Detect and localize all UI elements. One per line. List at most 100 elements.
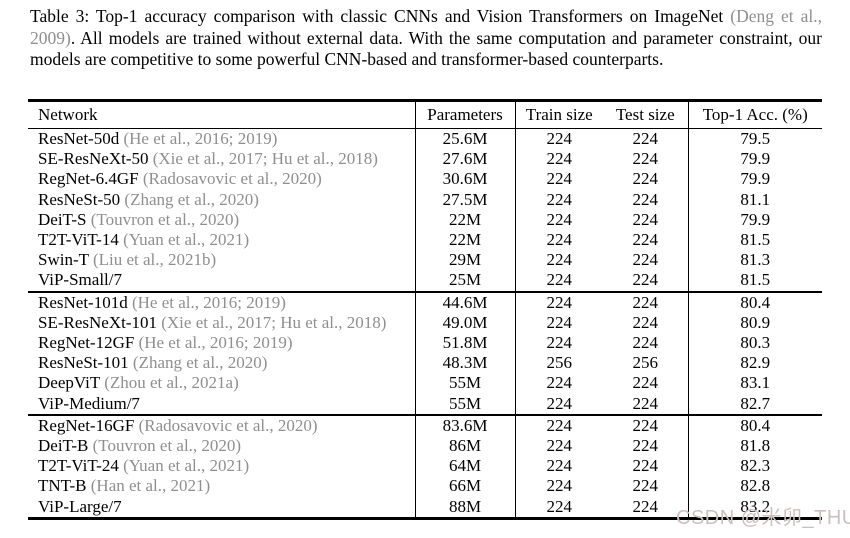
test-size-cell: 256: [603, 353, 689, 374]
parameters-cell: 25.6M: [415, 128, 516, 150]
network-citation: (Xie et al., 2017; Hu et al., 2018): [161, 312, 387, 332]
table-row: T2T-ViT-14 (Yuan et al., 2021) 22M 224 224 8…: [28, 230, 822, 251]
top1-acc-cell: 83.1: [740, 373, 771, 393]
test-size-cell: 224: [603, 333, 689, 354]
network-name: DeepViT: [38, 373, 100, 393]
table-header-row: Network Parameters Train size Test size …: [28, 100, 822, 129]
network-cell: RegNet-16GF (Radosavovic et al., 2020): [28, 414, 416, 437]
network-cell: Swin-T (Liu et al., 2021b): [28, 250, 416, 271]
parameters-cell: 49.0M: [415, 312, 516, 334]
parameters-cell: 66M: [415, 476, 516, 497]
network-citation: (Xie et al., 2017; Hu et al., 2018): [152, 149, 378, 169]
top1-acc-cell: 80.4: [740, 292, 771, 312]
test-size-cell: 224: [603, 312, 689, 334]
network-citation: (Han et al., 2021): [90, 476, 211, 496]
caption-lead: Table 3: Top-1 accuracy comparison with …: [30, 6, 731, 26]
parameters-cell: 27.6M: [415, 149, 516, 170]
train-size-cell: 224: [546, 230, 573, 250]
network-name: T2T-ViT-24: [38, 456, 119, 476]
network-cell: ResNeSt-101 (Zhang et al., 2020): [28, 353, 416, 374]
test-size-cell: 224: [603, 393, 689, 415]
train-size-cell: 224: [546, 456, 573, 476]
top1-acc-cell: 79.9: [740, 209, 771, 229]
parameters-cell: 55M: [415, 373, 516, 394]
train-size-cell: 224: [546, 129, 573, 148]
table-row: DeepViT (Zhou et al., 2021a) 55M 224 224 83.…: [28, 373, 822, 394]
train-size-cell: 224: [546, 270, 573, 290]
train-size-cell: 224: [546, 415, 573, 435]
network-citation: (Liu et al., 2021b): [92, 250, 217, 270]
test-size-cell: 224: [603, 270, 689, 292]
network-citation: (Touvron et al., 2020): [92, 436, 242, 456]
train-size-cell: 224: [546, 476, 573, 496]
network-cell: SE-ResNeXt-101 (Xie et al., 2017; Hu et …: [28, 312, 416, 334]
train-size-cell: 224: [546, 149, 573, 169]
top1-acc-cell: 79.9: [740, 169, 771, 189]
top1-acc-cell: 81.1: [740, 189, 771, 209]
table-row: ResNeSt-101 (Zhang et al., 2020) 48.3M 256…: [28, 353, 822, 374]
network-name: DeiT-S: [38, 209, 87, 229]
parameters-cell: 88M: [415, 496, 516, 519]
table-section-1: ResNet-50d (He et al., 2016; 2019) 25.6M 2…: [28, 128, 822, 292]
table-row: TNT-B (Han et al., 2021) 66M 224 224 82.8: [28, 476, 822, 497]
results-table: Network Parameters Train size Test size …: [28, 99, 822, 520]
test-size-cell: 224: [603, 414, 689, 437]
network-cell: DeiT-B (Touvron et al., 2020): [28, 436, 416, 457]
top1-acc-cell: 81.3: [740, 250, 771, 270]
network-name: SE-ResNeXt-50: [38, 149, 149, 169]
test-size-cell: 224: [603, 436, 689, 457]
network-name: ResNet-50d: [38, 129, 120, 148]
caption-citation: (Deng et al., 2009): [30, 6, 823, 48]
network-cell: ResNet-101d (He et al., 2016; 2019): [28, 291, 416, 313]
network-citation: (He et al., 2016; 2019): [138, 333, 293, 353]
network-cell: RegNet-6.4GF (Radosavovic et al., 2020): [28, 169, 416, 190]
top1-acc-cell: 81.8: [740, 436, 771, 456]
test-size-cell: 224: [603, 169, 689, 190]
network-citation: (Radosavovic et al., 2020): [142, 169, 322, 189]
table-section-2: ResNet-101d (He et al., 2016; 2019) 44.6M…: [28, 291, 822, 415]
network-cell: SE-ResNeXt-50 (Xie et al., 2017; Hu et a…: [28, 149, 416, 170]
parameters-cell: 30.6M: [415, 169, 516, 190]
table-row: Swin-T (Liu et al., 2021b) 29M 224 224 81.3: [28, 250, 822, 271]
network-citation: (Radosavovic et al., 2020): [138, 415, 318, 435]
test-size-cell: 224: [603, 496, 689, 519]
header-parameters: Parameters: [415, 100, 516, 129]
top1-acc-cell: 82.8: [740, 476, 771, 496]
network-name: SE-ResNeXt-101: [38, 312, 157, 332]
network-cell: ResNet-50d (He et al., 2016; 2019): [28, 128, 416, 150]
table-row: DeiT-S (Touvron et al., 2020) 22M 224 224 79…: [28, 209, 822, 231]
parameters-cell: 55M: [415, 393, 516, 415]
table-row: ResNet-50d (He et al., 2016; 2019) 25.6M 2…: [28, 128, 822, 150]
train-size-cell: 224: [546, 169, 573, 189]
table-row: RegNet-6.4GF (Radosavovic et al., 2020) 3…: [28, 169, 822, 190]
table-row: ResNeSt-50 (Zhang et al., 2020) 27.5M 224 2…: [28, 189, 822, 210]
table-row: RegNet-16GF (Radosavovic et al., 2020) 83…: [28, 414, 822, 437]
table-row: RegNet-12GF (He et al., 2016; 2019) 51.8M…: [28, 333, 822, 354]
top1-acc-cell: 81.5: [740, 230, 771, 250]
train-size-cell: 256: [546, 353, 573, 373]
train-size-cell: 224: [546, 189, 573, 209]
train-size-cell: 224: [546, 250, 573, 270]
network-name: RegNet-16GF: [38, 415, 135, 435]
network-name: Swin-T: [38, 250, 89, 270]
network-name: RegNet-6.4GF: [38, 169, 139, 189]
network-cell: T2T-ViT-24 (Yuan et al., 2021): [28, 456, 416, 477]
network-cell: ViP-Small/7: [28, 270, 416, 292]
network-name: ViP-Large/7: [38, 496, 122, 516]
network-citation: (Zhou et al., 2021a): [104, 373, 239, 393]
table-section-3: RegNet-16GF (Radosavovic et al., 2020) 83…: [28, 414, 822, 519]
network-cell: T2T-ViT-14 (Yuan et al., 2021): [28, 230, 416, 251]
network-citation: (Zhang et al., 2020): [132, 353, 268, 373]
test-size-cell: 224: [603, 128, 689, 150]
test-size-cell: 224: [603, 373, 689, 394]
network-cell: ViP-Medium/7: [28, 393, 416, 415]
test-size-cell: 224: [603, 209, 689, 231]
parameters-cell: 29M: [415, 250, 516, 271]
network-citation: (He et al., 2016; 2019): [123, 129, 278, 148]
network-cell: DeiT-S (Touvron et al., 2020): [28, 209, 416, 231]
network-cell: ViP-Large/7: [28, 496, 416, 519]
train-size-cell: 224: [546, 333, 573, 353]
header-test-size: Test size: [603, 100, 689, 129]
table-row: T2T-ViT-24 (Yuan et al., 2021) 64M 224 224 8…: [28, 456, 822, 477]
parameters-cell: 64M: [415, 456, 516, 477]
